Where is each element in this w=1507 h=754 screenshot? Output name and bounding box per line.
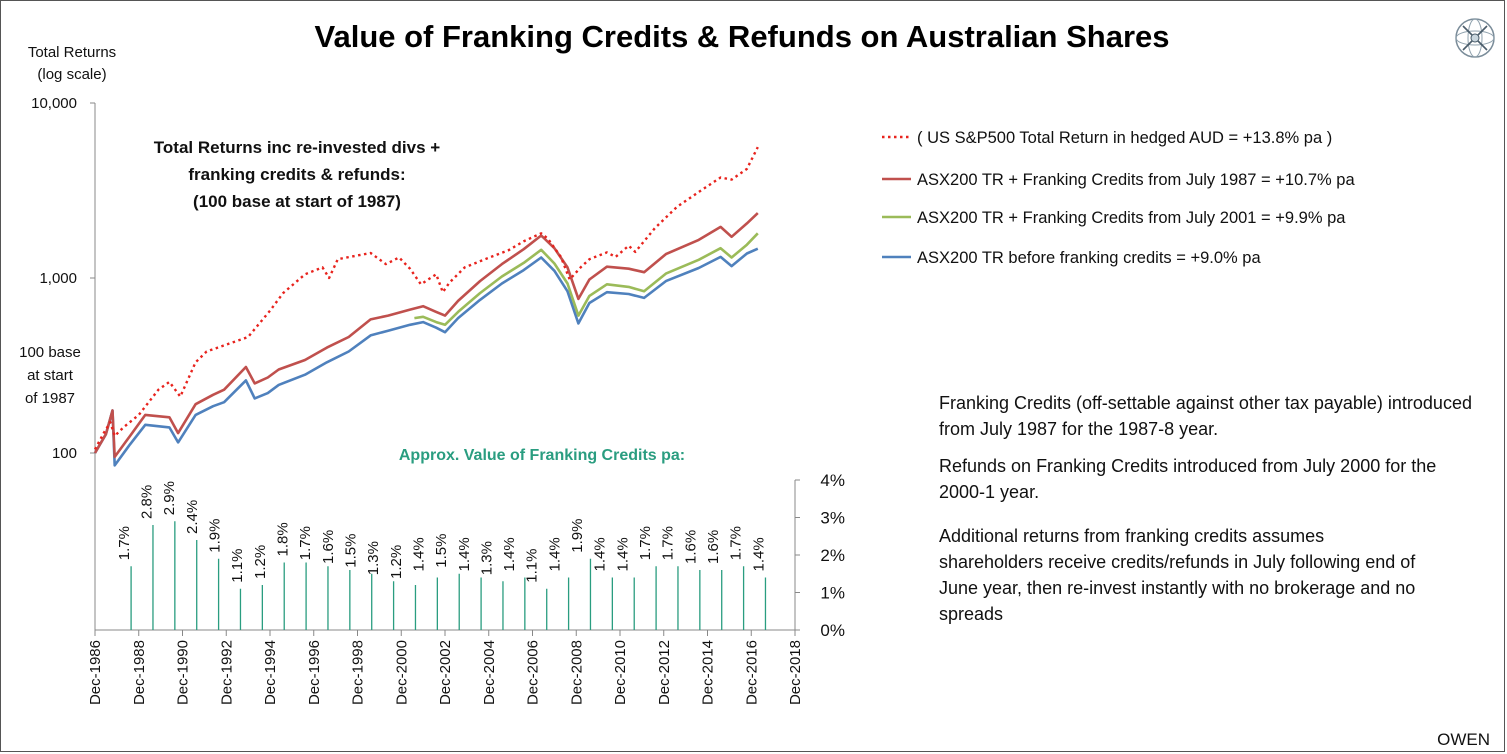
x-tick-label: Dec-2004: [481, 640, 498, 705]
x-tick-label: Dec-2014: [700, 640, 717, 705]
axes-layer: 100 1,000 10,000 0% 1% 2% 3% 4% Dec-1986 Dec-1988…: [31, 95, 845, 705]
x-tick-label: Dec-1998: [350, 640, 367, 705]
franking-bar-label: 1.3%: [478, 541, 495, 575]
x-tick-label: Dec-2016: [743, 640, 760, 705]
x-tick-label: Dec-1990: [175, 640, 192, 705]
legend-label-green: ASX200 TR + Franking Credits from July 2…: [917, 209, 1346, 227]
franking-bar-label: 1.1%: [524, 549, 541, 583]
franking-bar-label: 1.4%: [592, 537, 609, 571]
franking-bar-label: 1.7%: [637, 526, 654, 560]
compass-globe-logo-icon: [1455, 18, 1495, 58]
franking-bar-label: 1.5%: [433, 534, 450, 568]
franking-bar-label: 1.9%: [207, 519, 224, 553]
franking-bar-label: 1.9%: [569, 519, 586, 553]
series-line-blue: [93, 247, 759, 467]
x-tick-label: Dec-2018: [787, 640, 804, 705]
x-tick-label: Dec-2006: [525, 640, 542, 705]
legend: ( US S&P500 Total Return in hedged AUD =…: [882, 129, 1355, 267]
franking-bar-label: 2.8%: [139, 485, 156, 519]
franking-bar-label: 1.7%: [728, 526, 745, 560]
series-line-green: [414, 232, 759, 327]
bars-layer: 1.7% 2.8% 2.9% 2.4% 1.9% 1.1% 1.2% 1.8% 1.7% 1.6%…: [116, 481, 767, 630]
inset-title-line2: franking credits & refunds:: [188, 165, 405, 184]
y-tick-label: 100: [52, 445, 77, 462]
x-tick-label: Dec-2002: [437, 640, 454, 705]
bar-tick-label: 4%: [820, 471, 845, 490]
x-tick-label: Dec-1986: [87, 640, 104, 705]
x-tick-label: Dec-2010: [612, 640, 629, 705]
bar-tick-label: 0%: [820, 621, 845, 640]
owner-mark: OWEN: [1437, 730, 1490, 749]
franking-bar-label: 1.7%: [660, 526, 677, 560]
franking-bar-label: 1.4%: [456, 537, 473, 571]
legend-label-blue: ASX200 TR before franking credits = +9.0…: [917, 249, 1261, 267]
franking-bar-label: 1.7%: [297, 526, 314, 560]
franking-bar-label: 1.2%: [252, 545, 269, 579]
left-annotation-line1: 100 base: [19, 344, 81, 361]
franking-bar-label: 1.8%: [275, 522, 292, 556]
franking-bar-label: 1.4%: [614, 537, 631, 571]
franking-bar-label: 1.7%: [116, 526, 133, 560]
legend-label-us: ( US S&P500 Total Return in hedged AUD =…: [917, 129, 1332, 147]
franking-bar-label: 1.3%: [365, 541, 382, 575]
y-axis-title: Total Returns: [28, 44, 116, 61]
left-annotation-line2: at start: [27, 367, 74, 384]
franking-bar-label: 1.6%: [705, 530, 722, 564]
bar-tick-label: 2%: [820, 546, 845, 565]
x-tick-label: Dec-1988: [131, 640, 148, 705]
y-tick-label: 10,000: [31, 95, 77, 112]
franking-chart-title: Approx. Value of Franking Credits pa:: [399, 447, 685, 464]
x-tick-label: Dec-1992: [218, 640, 235, 705]
inset-title-line1: Total Returns inc re-invested divs +: [154, 138, 440, 157]
franking-bar-label: 2.4%: [184, 500, 201, 534]
chart-title: Value of Franking Credits & Refunds on A…: [315, 19, 1170, 54]
legend-label-red: ASX200 TR + Franking Credits from July 1…: [917, 171, 1355, 189]
y-tick-label: 1,000: [39, 270, 77, 287]
franking-bar-label: 1.4%: [546, 537, 563, 571]
bar-tick-label: 1%: [820, 584, 845, 603]
x-tick-label: Dec-1994: [262, 640, 279, 705]
franking-bar-label: 1.5%: [342, 534, 359, 568]
x-tick-label: Dec-2008: [568, 640, 585, 705]
left-annotation-line3: of 1987: [25, 390, 75, 407]
franking-bar-label: 2.9%: [161, 481, 178, 515]
note-franking-credits: Franking Credits (off-settable against o…: [939, 393, 1472, 439]
inset-title-line3: (100 base at start of 1987): [193, 192, 401, 211]
franking-bar-label: 1.6%: [320, 530, 337, 564]
x-tick-label: Dec-2012: [656, 640, 673, 705]
series-line-red: [93, 212, 759, 459]
franking-bar-label: 1.4%: [750, 537, 767, 571]
note-refunds: Refunds on Franking Credits introduced f…: [939, 456, 1437, 502]
y-axis-title-scale: (log scale): [37, 66, 106, 83]
note-assumptions: Additional returns from franking credits…: [939, 526, 1416, 624]
franking-bar-label: 1.2%: [388, 545, 405, 579]
x-tick-label: Dec-1996: [306, 640, 323, 705]
franking-bar-label: 1.6%: [682, 530, 699, 564]
bar-tick-label: 3%: [820, 509, 845, 528]
franking-bar-label: 1.1%: [229, 549, 246, 583]
franking-bar-label: 1.4%: [501, 537, 518, 571]
lines-layer: [93, 146, 759, 467]
x-tick-label: Dec-2000: [393, 640, 410, 705]
franking-bar-label: 1.4%: [410, 537, 427, 571]
